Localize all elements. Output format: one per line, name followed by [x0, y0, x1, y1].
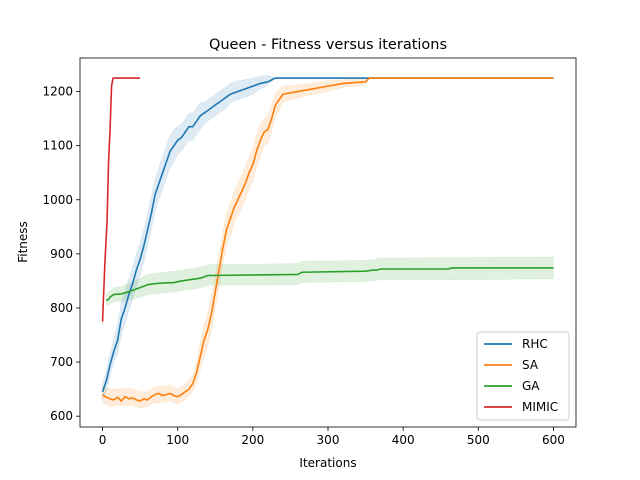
x-tick-label: 500: [467, 433, 490, 447]
line-sa: [102, 77, 554, 402]
legend: RHC SA GA MIMIC: [476, 331, 570, 421]
line-ga: [105, 267, 554, 302]
legend-label-rhc: RHC: [522, 337, 548, 351]
legend-label-mimic: MIMIC: [522, 400, 558, 414]
x-tick-label: 100: [166, 433, 189, 447]
y-tick-label: 700: [50, 355, 73, 369]
legend-label-ga: GA: [522, 379, 540, 393]
y-tick-label: 1000: [42, 193, 73, 207]
x-axis-label: Iterations: [299, 456, 356, 470]
x-axis-ticks: 0 100 200 300 400 500 600: [99, 427, 565, 447]
y-tick-label: 900: [50, 247, 73, 261]
y-tick-label: 1100: [42, 139, 73, 153]
y-tick-label: 1200: [42, 85, 73, 99]
legend-box: [476, 331, 570, 421]
y-tick-label: 600: [50, 409, 73, 423]
x-tick-label: 200: [241, 433, 264, 447]
x-tick-label: 600: [542, 433, 565, 447]
x-tick-label: 0: [99, 433, 107, 447]
y-axis-label: Fitness: [16, 221, 30, 263]
chart-title: Queen - Fitness versus iterations: [209, 37, 447, 53]
legend-label-sa: SA: [522, 358, 539, 372]
y-tick-label: 800: [50, 301, 73, 315]
line-rhc: [101, 77, 554, 393]
x-tick-label: 300: [317, 433, 340, 447]
series-lines: [101, 77, 554, 402]
y-axis-ticks: 600 700 800 900 1000 1100 1200: [42, 85, 80, 423]
line-mimic: [101, 77, 141, 322]
x-tick-label: 400: [392, 433, 415, 447]
band-ga: [106, 256, 554, 306]
